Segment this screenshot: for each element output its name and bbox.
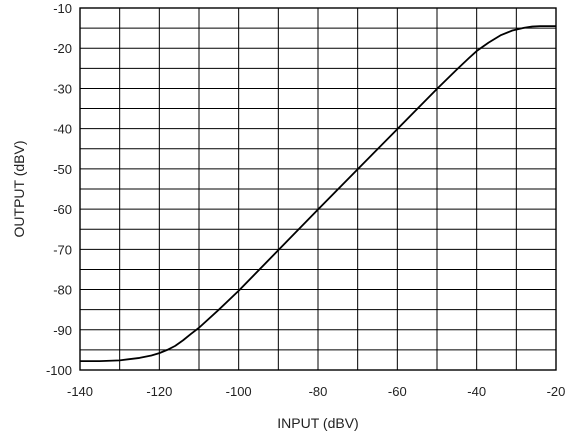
y-axis-label: OUTPUT (dBV) — [11, 141, 27, 238]
x-tick-label: -60 — [388, 384, 407, 399]
y-tick-label: -10 — [53, 1, 72, 16]
series-line — [80, 25, 556, 363]
y-tick-label: -90 — [53, 323, 72, 338]
y-tick-label: -100 — [46, 363, 72, 378]
y-tick-label: -20 — [53, 41, 72, 56]
x-tick-label: -100 — [226, 384, 252, 399]
x-tick-label: -40 — [467, 384, 486, 399]
y-tick-label: -70 — [53, 242, 72, 257]
x-tick-labels: -140 -120 -100 -80 -60 -40 -20 — [67, 384, 565, 399]
x-tick-label: -20 — [547, 384, 566, 399]
y-tick-label: -60 — [53, 202, 72, 217]
x-axis-label: INPUT (dBV) — [277, 415, 358, 431]
major-grid — [119, 8, 517, 370]
y-tick-labels: -10 -20 -30 -40 -50 -60 -70 -80 -90 -100 — [46, 1, 72, 378]
y-tick-label: -30 — [53, 81, 72, 96]
plot-frame — [79, 7, 557, 371]
y-tick-label: -50 — [53, 162, 72, 177]
y-tick-label: -80 — [53, 283, 72, 298]
x-tick-label: -80 — [309, 384, 328, 399]
x-tick-label: -140 — [67, 384, 93, 399]
x-tick-label: -120 — [146, 384, 172, 399]
y-tick-label: -40 — [53, 122, 72, 137]
